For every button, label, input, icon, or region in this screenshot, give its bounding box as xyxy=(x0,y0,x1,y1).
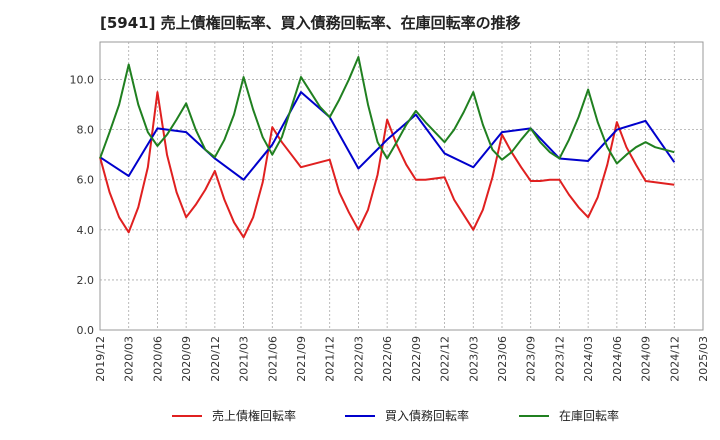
series-line-1 xyxy=(99,91,675,239)
chart-title: [5941] 売上債権回転率、買入債務回転率、在庫回転率の推移 xyxy=(100,14,521,32)
series-line-3 xyxy=(99,56,675,165)
x-tick-label: 2023/09 xyxy=(525,336,538,382)
x-tick-label: 2024/09 xyxy=(640,336,653,382)
y-tick-label: 10.0 xyxy=(70,74,95,87)
legend: 売上債権回転率 買入債務回転率 在庫回転率 xyxy=(172,408,619,423)
y-tick-label: 6.0 xyxy=(77,174,95,187)
x-tick-label: 2019/12 xyxy=(94,336,107,382)
x-tick-label: 2023/06 xyxy=(496,336,509,382)
y-tick-label: 0.0 xyxy=(77,324,95,337)
x-tick-label: 2024/12 xyxy=(668,336,681,382)
x-tick-label: 2022/09 xyxy=(410,336,423,382)
x-tick-label: 2020/06 xyxy=(151,336,164,382)
x-tick-label: 2022/06 xyxy=(381,336,394,382)
x-axis-ticks: 2019/12 2020/03 2020/06 2020/09 2020/12 2021/… xyxy=(94,336,710,382)
x-tick-label: 2022/03 xyxy=(352,336,365,382)
y-axis-ticks: 0.0 2.0 4.0 6.0 8.0 10.0 xyxy=(70,74,95,337)
x-tick-label: 2021/03 xyxy=(238,336,251,382)
legend-label-2: 買入債務回転率 xyxy=(385,408,469,423)
series-line-2 xyxy=(99,91,676,181)
x-tick-label: 2021/12 xyxy=(324,336,337,382)
x-tick-label: 2020/09 xyxy=(180,336,193,382)
x-tick-label: 2025/03 xyxy=(697,336,710,382)
y-tick-label: 2.0 xyxy=(77,274,95,287)
x-tick-label: 2024/03 xyxy=(582,336,595,382)
x-tick-label: 2020/12 xyxy=(209,336,222,382)
x-tick-label: 2022/12 xyxy=(439,336,452,382)
y-tick-label: 4.0 xyxy=(77,224,95,237)
x-tick-label: 2023/12 xyxy=(553,336,566,382)
series-lines xyxy=(99,56,676,239)
x-tick-label: 2021/09 xyxy=(295,336,308,382)
x-tick-label: 2024/06 xyxy=(611,336,624,382)
x-tick-label: 2021/06 xyxy=(266,336,279,382)
legend-label-1: 売上債権回転率 xyxy=(212,408,296,423)
legend-label-3: 在庫回転率 xyxy=(559,408,619,423)
y-tick-label: 8.0 xyxy=(77,124,95,137)
grid-lines xyxy=(99,41,704,331)
plot-frame xyxy=(99,41,704,331)
x-tick-label: 2023/03 xyxy=(467,336,480,382)
x-tick-label: 2020/03 xyxy=(123,336,136,382)
